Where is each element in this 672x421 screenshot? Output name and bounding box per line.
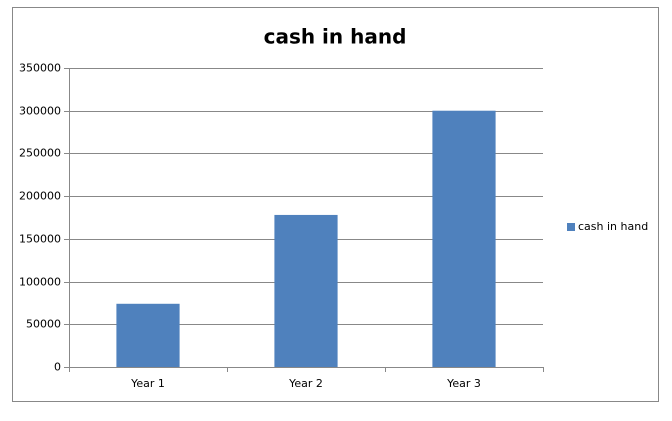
y-tick-label: 100000 [19,276,61,289]
y-tick-label: 250000 [19,147,61,160]
chart-title: cash in hand [264,25,407,49]
y-tick-label: 0 [54,361,61,374]
bar [432,110,496,367]
x-tick-label: Year 1 [130,377,165,390]
y-tick-label: 300000 [19,105,61,118]
bar [274,214,338,367]
legend-swatch [567,223,575,231]
y-tick-label: 150000 [19,233,61,246]
x-tick-label: Year 2 [288,377,323,390]
bar [116,303,180,367]
legend-label: cash in hand [578,220,648,233]
y-tick-label: 350000 [19,62,61,75]
y-tick-label: 50000 [26,318,61,331]
x-tick-label: Year 3 [446,377,481,390]
y-tick-label: 200000 [19,190,61,203]
